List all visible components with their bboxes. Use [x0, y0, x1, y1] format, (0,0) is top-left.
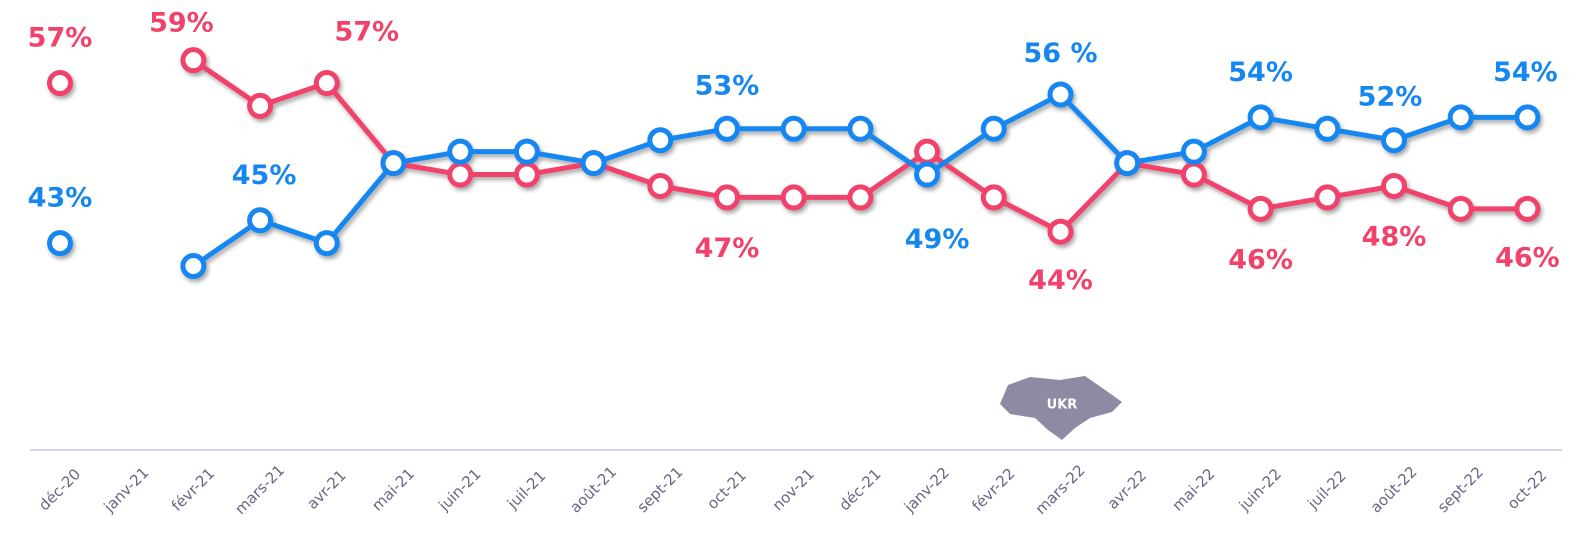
x-tick-label: févr-21 — [168, 465, 218, 515]
x-tick-label: juin-21 — [434, 465, 484, 515]
point — [847, 184, 874, 211]
point — [247, 92, 274, 119]
point — [1314, 184, 1341, 211]
point — [647, 127, 674, 154]
point — [447, 161, 474, 188]
x-tick-label: janv-22 — [900, 464, 953, 517]
x-tick-label: févr-22 — [968, 465, 1018, 515]
point — [647, 172, 674, 199]
x-tick-label: juil-22 — [1303, 467, 1349, 513]
point — [1314, 115, 1341, 142]
point — [513, 161, 540, 188]
point — [714, 115, 740, 142]
value-label: 49% — [905, 224, 970, 255]
x-tick-label: sept-22 — [1434, 463, 1487, 516]
x-tick-label: nov-21 — [769, 465, 818, 514]
value-label: 46% — [1495, 242, 1560, 273]
value-label: 48% — [1362, 221, 1427, 252]
x-tick-label: avr-22 — [1104, 466, 1151, 513]
x-tick-label: juil-21 — [503, 467, 549, 513]
point — [47, 70, 73, 97]
point — [180, 253, 207, 280]
point — [447, 138, 474, 165]
x-tick-label: mai-22 — [1169, 465, 1219, 515]
point — [1247, 195, 1274, 222]
point — [1247, 104, 1274, 131]
point — [180, 47, 207, 74]
point — [1514, 104, 1541, 131]
point — [780, 115, 807, 142]
x-tick-label: avr-21 — [303, 466, 350, 513]
x-tick-label: déc-21 — [835, 465, 884, 514]
x-tick-label: oct-22 — [1504, 466, 1551, 513]
point — [914, 138, 941, 165]
point — [847, 115, 874, 142]
x-tick-label: août-22 — [1367, 463, 1421, 517]
point — [1514, 195, 1541, 222]
point — [980, 115, 1007, 142]
point — [380, 150, 407, 177]
ukraine-map — [1000, 376, 1122, 440]
point — [1047, 81, 1074, 108]
value-label: 59% — [149, 8, 214, 39]
point — [1047, 218, 1074, 245]
point — [313, 230, 340, 257]
point — [1180, 138, 1207, 165]
value-label: 43% — [28, 183, 93, 214]
value-label: 47% — [695, 233, 760, 264]
point — [580, 150, 607, 177]
value-label: 56 % — [1023, 38, 1097, 69]
point — [513, 138, 540, 165]
x-tick-label: oct-21 — [703, 466, 750, 513]
x-tick-label: août-21 — [566, 463, 620, 517]
point — [1114, 150, 1141, 177]
x-tick-label: janv-21 — [100, 464, 153, 517]
x-tick-label: déc-20 — [35, 465, 84, 514]
lines — [47, 47, 1541, 280]
value-label: 45% — [232, 160, 297, 191]
point — [1447, 195, 1474, 222]
point — [914, 161, 941, 188]
x-tick-label: juin-22 — [1235, 465, 1285, 515]
point — [780, 184, 807, 211]
value-label: 57% — [334, 17, 399, 48]
x-tick-label: sept-21 — [633, 463, 686, 516]
point — [47, 230, 73, 257]
point — [313, 70, 340, 97]
point — [247, 207, 274, 234]
point — [714, 184, 740, 211]
value-label: 46% — [1228, 244, 1293, 275]
value-label: 52% — [1358, 82, 1423, 113]
point — [980, 184, 1007, 211]
point — [1180, 161, 1207, 188]
value-label: 54% — [1493, 57, 1558, 88]
point — [1381, 172, 1407, 199]
x-tick-label: mai-21 — [368, 465, 418, 515]
value-label: 44% — [1028, 265, 1093, 296]
value-label: 57% — [28, 23, 93, 54]
annotation: UKR — [1047, 398, 1078, 413]
value-label: 54% — [1228, 57, 1293, 88]
x-tick-label: mars-22 — [1032, 461, 1089, 518]
x-tick-label: mars-21 — [231, 461, 288, 518]
point — [1381, 127, 1407, 154]
value-label: 53% — [695, 70, 760, 101]
point — [1447, 104, 1474, 131]
